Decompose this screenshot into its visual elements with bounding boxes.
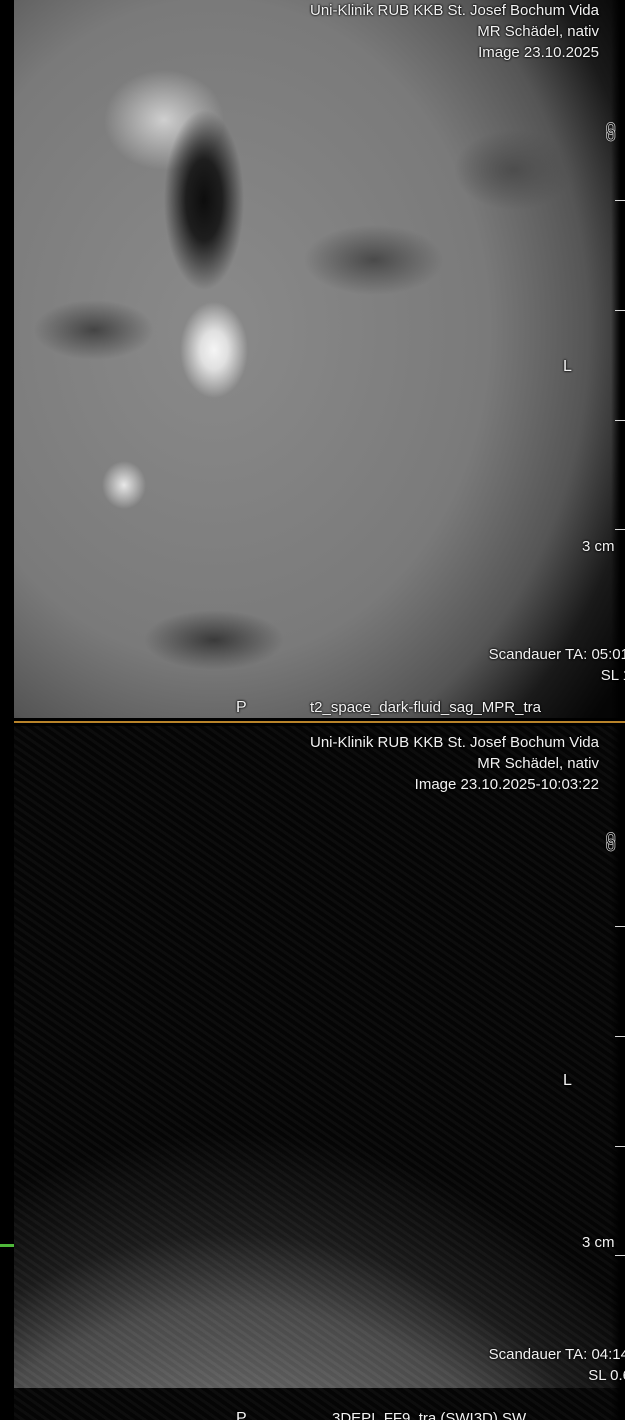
left-edge-strip xyxy=(0,0,14,1420)
orientation-label-posterior: P xyxy=(236,1410,247,1420)
mr-image-swi[interactable] xyxy=(14,726,625,1420)
slice-thickness: SL 1 xyxy=(600,667,625,684)
study-description: MR Schädel, nativ xyxy=(477,23,599,40)
orientation-label-left: L xyxy=(563,358,572,375)
scale-label: 3 cm xyxy=(582,538,615,555)
header-overlay: Uni-Klinik RUB KKB St. Josef Bochum Vida… xyxy=(310,0,599,63)
scale-label: 3 cm xyxy=(582,1234,615,1251)
slice-thickness: SL 0.6 xyxy=(588,1367,625,1384)
series-name: 3DEPI_FF9_tra (SWI3D) SW xyxy=(332,1410,527,1420)
active-viewport-marker xyxy=(0,1244,18,1247)
study-description: MR Schädel, nativ xyxy=(477,755,599,772)
series-name: t2_space_dark-fluid_sag_MPR_tra xyxy=(310,699,541,716)
footer-overlay: Scandauer TA: 04:14 SL 0.6 xyxy=(489,1344,625,1386)
viewport-divider-line xyxy=(14,721,625,723)
image-edge-shadow xyxy=(611,726,625,1420)
footer-overlay: Scandauer TA: 05:01 SL 1 xyxy=(489,644,625,686)
institution-name: Uni-Klinik RUB KKB St. Josef Bochum Vida xyxy=(309,2,599,19)
image-edge-shadow xyxy=(611,0,625,718)
scan-duration: Scandauer TA: 05:01 xyxy=(488,646,625,663)
viewport-top[interactable]: Uni-Klinik RUB KKB St. Josef Bochum Vida… xyxy=(14,0,625,718)
image-date: Image 23.10.2025-10:03:22 xyxy=(414,776,599,793)
header-overlay: Uni-Klinik RUB KKB St. Josef Bochum Vida… xyxy=(310,732,599,795)
scale-ruler xyxy=(613,200,625,530)
orientation-label-posterior: P xyxy=(236,699,247,716)
mr-image-flair[interactable] xyxy=(14,0,625,718)
scan-duration: Scandauer TA: 04:14 xyxy=(488,1346,625,1363)
institution-name: Uni-Klinik RUB KKB St. Josef Bochum Vida xyxy=(309,734,599,751)
orientation-label-left: L xyxy=(563,1072,572,1089)
scale-ruler xyxy=(613,926,625,1256)
viewport-bottom[interactable]: Uni-Klinik RUB KKB St. Josef Bochum Vida… xyxy=(14,726,625,1420)
image-date: Image 23.10.2025 xyxy=(478,44,599,61)
